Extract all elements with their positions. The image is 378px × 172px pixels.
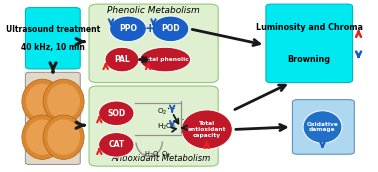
Ellipse shape: [47, 119, 80, 155]
Ellipse shape: [22, 79, 63, 123]
FancyBboxPatch shape: [89, 86, 218, 166]
Text: Browning: Browning: [288, 55, 331, 63]
Text: Phenolic Metabolism: Phenolic Metabolism: [107, 6, 200, 15]
Text: 40 kHz, 10 min: 40 kHz, 10 min: [21, 43, 85, 52]
FancyBboxPatch shape: [25, 72, 80, 164]
Ellipse shape: [152, 16, 189, 42]
Text: POD: POD: [161, 24, 180, 33]
Text: CAT: CAT: [108, 140, 124, 149]
Text: PAL: PAL: [114, 55, 130, 64]
Ellipse shape: [105, 47, 139, 72]
FancyBboxPatch shape: [89, 4, 218, 83]
Ellipse shape: [22, 115, 63, 159]
FancyBboxPatch shape: [293, 100, 354, 154]
Ellipse shape: [303, 111, 342, 143]
Ellipse shape: [99, 133, 134, 157]
Ellipse shape: [26, 84, 59, 119]
Text: H$_2$O$_2$: H$_2$O$_2$: [157, 122, 177, 132]
Ellipse shape: [47, 84, 80, 119]
Text: Oxidative
damage: Oxidative damage: [307, 122, 338, 132]
Ellipse shape: [181, 110, 232, 149]
Text: +: +: [145, 22, 155, 35]
Text: Total phenolic: Total phenolic: [142, 57, 189, 62]
Ellipse shape: [43, 115, 84, 159]
Text: SOD: SOD: [107, 109, 125, 118]
Text: Antioxidant Metabolism: Antioxidant Metabolism: [112, 154, 211, 163]
Text: Luminosity and Chroma: Luminosity and Chroma: [256, 23, 363, 32]
Ellipse shape: [139, 47, 191, 72]
Text: Ultrasound treatment: Ultrasound treatment: [6, 25, 100, 34]
Ellipse shape: [110, 16, 146, 42]
Ellipse shape: [43, 79, 84, 123]
Text: Total
antioxidant
capacity: Total antioxidant capacity: [187, 121, 226, 138]
Ellipse shape: [26, 119, 59, 155]
FancyBboxPatch shape: [266, 4, 353, 83]
Text: O$_2$$^{\bullet-}$: O$_2$$^{\bullet-}$: [157, 106, 177, 117]
Ellipse shape: [99, 101, 134, 126]
FancyBboxPatch shape: [25, 8, 80, 69]
Text: H$_2$O, O$_2$: H$_2$O, O$_2$: [144, 149, 171, 160]
Text: PPO: PPO: [119, 24, 137, 33]
